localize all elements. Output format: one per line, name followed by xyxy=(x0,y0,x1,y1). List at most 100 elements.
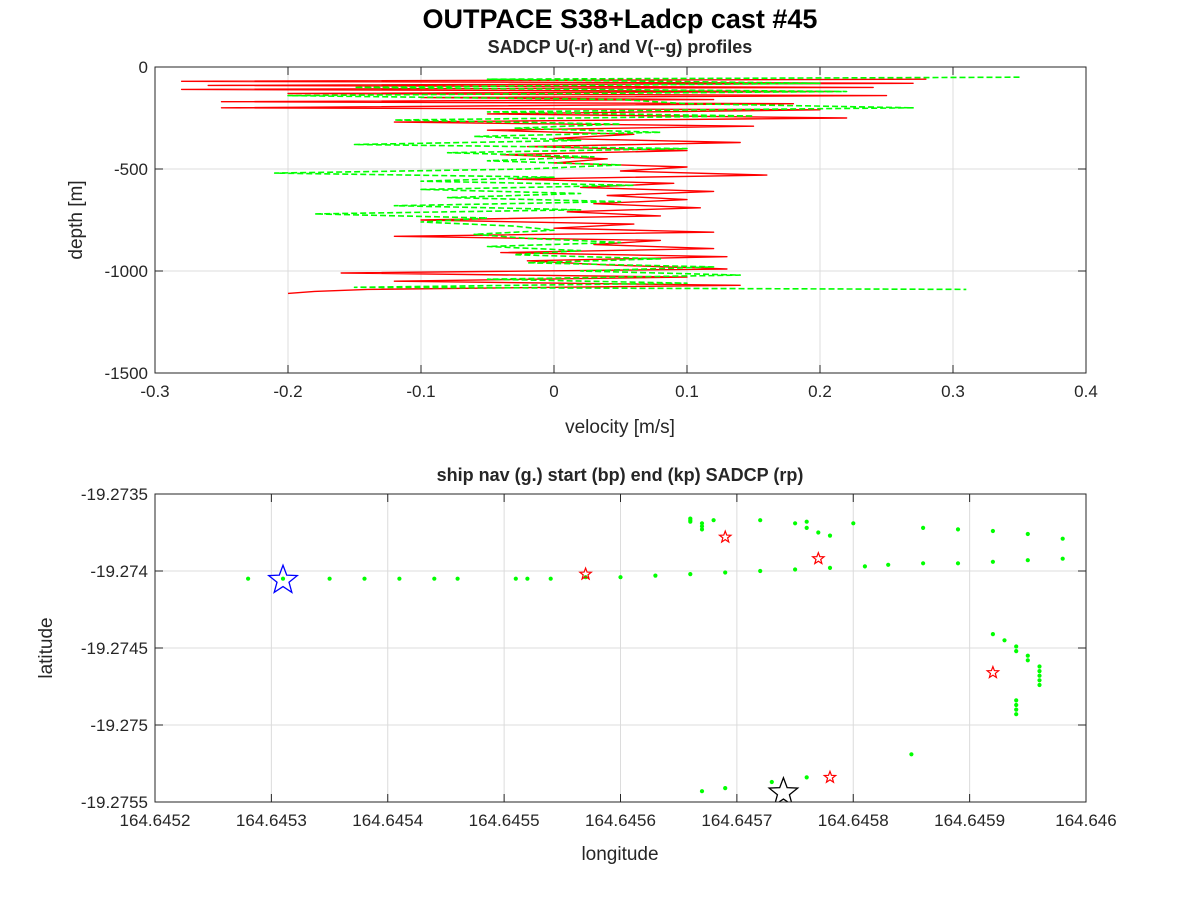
ship-nav-point xyxy=(793,567,798,572)
end-marker-star xyxy=(767,775,800,802)
nav-x-tick-label: 164.6458 xyxy=(818,811,889,830)
ship-nav-point xyxy=(862,564,868,569)
ship-nav-point xyxy=(362,576,367,581)
ship-nav-point xyxy=(1189,560,1193,564)
nav-series xyxy=(246,516,1193,802)
ship-nav-point xyxy=(455,576,460,581)
ship-nav-point xyxy=(246,576,251,581)
profile-x-tick-label: 0.4 xyxy=(1074,382,1098,401)
ship-nav-point xyxy=(827,565,833,571)
nav-x-tick-label: 164.6455 xyxy=(469,811,540,830)
ship-nav-point xyxy=(758,568,763,574)
ship-nav-point xyxy=(699,789,705,794)
ship-nav-point xyxy=(525,576,530,581)
ship-nav-point xyxy=(1165,554,1169,558)
nav-panel-title: ship nav (g.) start (bp) end (kp) SADCP … xyxy=(437,465,804,485)
profile-y-tick-label: -500 xyxy=(114,160,148,179)
ship-nav-point xyxy=(909,752,914,757)
ship-nav-point xyxy=(758,518,763,523)
ship-nav-point xyxy=(397,576,402,581)
ship-nav-point xyxy=(699,521,705,526)
ship-nav-point xyxy=(1037,682,1042,688)
profile-x-axis-label: velocity [m/s] xyxy=(565,417,675,438)
profile-y-tick-label: -1500 xyxy=(105,364,148,383)
ship-nav-point xyxy=(804,775,809,780)
nav-panel: ship nav (g.) start (bp) end (kp) SADCP … xyxy=(36,465,1193,865)
nav-x-tick-label: 164.6452 xyxy=(120,811,191,830)
ship-nav-point xyxy=(1002,638,1007,643)
ship-nav-point xyxy=(1025,653,1030,658)
figure-title: OUTPACE S38+Ladcp cast #45 xyxy=(423,4,818,34)
nav-x-tick-label: 164.6454 xyxy=(352,811,423,830)
profile-x-tick-label: -0.3 xyxy=(140,382,169,401)
ship-nav-point xyxy=(1014,644,1019,649)
sadcp-point-star xyxy=(822,769,838,784)
ship-nav-point xyxy=(618,575,623,580)
profile-x-tick-label: -0.1 xyxy=(406,382,435,401)
sadcp-point-star xyxy=(578,566,593,581)
ship-nav-point xyxy=(921,525,926,531)
ship-nav-point xyxy=(990,528,996,534)
ship-nav-point xyxy=(699,524,705,529)
ship-nav-point xyxy=(1025,531,1030,537)
ship-nav-point xyxy=(804,525,809,531)
nav-y-tick-label: -19.2735 xyxy=(81,485,148,504)
nav-x-tick-label: 164.6453 xyxy=(236,811,307,830)
ship-nav-point xyxy=(688,519,693,524)
ship-nav-point xyxy=(513,576,518,581)
sadcp-point-star xyxy=(985,664,1001,679)
ship-nav-point xyxy=(1025,558,1030,563)
nav-ticks: 164.6452 164.6453 164.6454 164.6455 164.6456… xyxy=(81,485,1117,830)
ship-nav-point xyxy=(280,576,286,581)
nav-x-tick-label: 164.6456 xyxy=(585,811,656,830)
ship-nav-point xyxy=(1060,556,1065,561)
ship-nav-point xyxy=(1014,649,1019,654)
ship-nav-point xyxy=(1014,707,1019,712)
profile-series xyxy=(180,76,1020,295)
profile-x-tick-label: 0.2 xyxy=(808,382,832,401)
ship-nav-point xyxy=(886,562,891,567)
ship-nav-point xyxy=(723,570,728,575)
ship-nav-point xyxy=(816,530,821,535)
ship-nav-point xyxy=(1096,543,1100,547)
profile-ticks: -0.3 -0.2 -0.1 0 0.1 0.2 0.3 0.4 0 -500 -1000 -1500 xyxy=(105,58,1098,401)
ship-nav-point xyxy=(955,561,961,566)
profile-x-tick-label: -0.2 xyxy=(273,382,302,401)
nav-y-tick-label: -19.2745 xyxy=(81,639,148,658)
ship-nav-point xyxy=(990,559,996,564)
ship-nav-point xyxy=(804,519,809,524)
ship-nav-point xyxy=(827,533,833,538)
nav-y-tick-label: -19.2755 xyxy=(81,793,148,812)
ship-nav-point xyxy=(851,521,856,526)
ship-nav-point xyxy=(688,572,693,577)
nav-x-axis-label: longitude xyxy=(581,844,658,865)
ship-nav-point xyxy=(1037,664,1042,669)
ship-nav-point xyxy=(955,527,961,532)
start-marker-star xyxy=(266,563,300,594)
profile-x-tick-label: 0.3 xyxy=(941,382,965,401)
profile-series-v-line xyxy=(273,76,1020,291)
nav-y-axis-label: latitude xyxy=(36,617,57,678)
ship-nav-point xyxy=(548,576,553,581)
profile-x-tick-label: 0.1 xyxy=(675,382,699,401)
ship-nav-point xyxy=(1014,712,1019,717)
nav-y-tick-label: -19.275 xyxy=(90,716,148,735)
ship-nav-point xyxy=(1165,554,1169,558)
profile-panel: SADCP U(-r) and V(--g) profiles -0.3 -0.2… xyxy=(66,37,1098,438)
ship-nav-point xyxy=(1025,658,1030,663)
profile-y-tick-label: -1000 xyxy=(105,262,148,281)
ship-nav-point xyxy=(1131,555,1135,559)
ship-nav-point xyxy=(1037,673,1042,678)
ship-nav-point xyxy=(1037,669,1042,674)
ship-nav-point xyxy=(1060,536,1065,541)
ship-nav-point xyxy=(723,786,728,791)
ship-nav-point xyxy=(1014,702,1019,708)
profile-series-u-line xyxy=(180,78,927,295)
ship-nav-point xyxy=(990,632,996,637)
ship-nav-point xyxy=(1037,678,1042,683)
sadcp-point-star xyxy=(717,529,733,544)
profile-axes-box xyxy=(154,66,1087,374)
ship-nav-point xyxy=(699,527,705,532)
ship-nav-point xyxy=(793,521,798,526)
